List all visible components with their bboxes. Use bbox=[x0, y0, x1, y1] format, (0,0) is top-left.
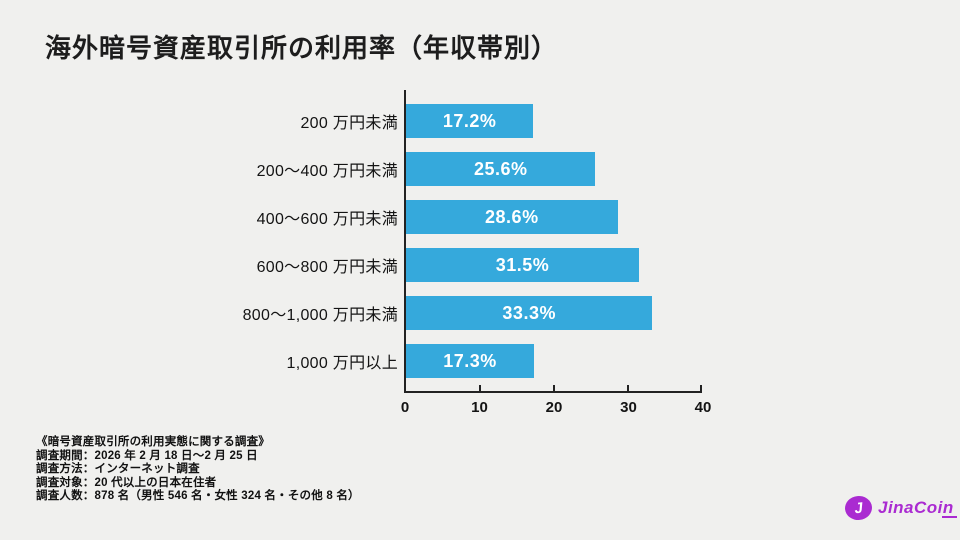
footnote-line: 調査方法：インターネット調査 bbox=[36, 463, 200, 476]
footnote-line: 調査対象：20 代以上の日本在住者 bbox=[36, 476, 217, 489]
x-tick-label: 10 bbox=[471, 399, 488, 416]
bar: 17.3% bbox=[406, 344, 535, 378]
category-label: 600～800 万円未満 bbox=[256, 259, 398, 276]
x-tick-label: 0 bbox=[400, 399, 410, 416]
category-label: 200 万円未満 bbox=[300, 115, 398, 132]
axis-tick bbox=[553, 385, 555, 391]
x-tick-label: 20 bbox=[545, 399, 563, 416]
bar: 33.3% bbox=[406, 296, 653, 330]
jinacoin-logo: J JinaCoin bbox=[843, 493, 957, 523]
bar-value-label: 17.3% bbox=[443, 350, 497, 371]
bar-value-label: 25.6% bbox=[473, 158, 528, 179]
plot-area: 17.2% 25.6% 28.6% 31.5% 33.3% bbox=[404, 90, 702, 393]
jinacoin-logo-text: JinaCoin bbox=[878, 498, 957, 518]
category-label: 200～400 万円未満 bbox=[256, 163, 398, 180]
bar-chart: 200 万円未満 200～400 万円未満 400～600 万円未満 600～8… bbox=[0, 90, 720, 393]
x-tick-label: 30 bbox=[620, 399, 637, 416]
axis-tick bbox=[627, 385, 629, 391]
page-title: 海外暗号資産取引所の利用率（年収帯別） bbox=[45, 33, 559, 63]
bar-value-label: 28.6% bbox=[485, 206, 539, 227]
axis-tick bbox=[479, 385, 481, 391]
footnote-line: 調査期間：2026 年 2 月 18 日～2 月 25 日 bbox=[36, 449, 258, 462]
bar: 31.5% bbox=[406, 248, 640, 282]
category-label: 400～600 万円未満 bbox=[256, 211, 398, 228]
bar-row: 17.2% bbox=[406, 97, 702, 145]
bar-row: 25.6% bbox=[406, 145, 702, 193]
bar: 28.6% bbox=[406, 200, 618, 234]
bar-row: 17.3% bbox=[406, 337, 702, 385]
bar-row: 31.5% bbox=[406, 241, 702, 289]
footnote-line: 調査人数：878 名（男性 546 名・女性 324 名・その他 8 名） bbox=[36, 490, 360, 503]
bar-value-label: 31.5% bbox=[495, 254, 550, 275]
x-axis-tick-labels: 0 10 20 30 40 bbox=[401, 399, 712, 417]
footnote-heading: 《暗号資産取引所の利用実態に関する調査》 bbox=[36, 436, 270, 448]
category-label: 1,000 万円以上 bbox=[286, 355, 398, 372]
bar-row: 33.3% bbox=[406, 289, 702, 337]
category-axis: 200 万円未満 200～400 万円未満 400～600 万円未満 600～8… bbox=[0, 90, 398, 393]
bar-value-label: 33.3% bbox=[502, 302, 556, 323]
survey-footnote: 《暗号資産取引所の利用実態に関する調査》 調査期間：2026 年 2 月 18 … bbox=[36, 436, 360, 504]
jinacoin-logo-icon: J bbox=[843, 494, 874, 522]
bar: 17.2% bbox=[406, 104, 534, 138]
axis-tick bbox=[700, 385, 702, 391]
bar-value-label: 17.2% bbox=[442, 110, 497, 131]
logo-icon-letter: J bbox=[853, 499, 864, 517]
category-label: 800～1,000 万円未満 bbox=[242, 307, 398, 324]
bar: 25.6% bbox=[406, 152, 596, 186]
bar-row: 28.6% bbox=[406, 193, 702, 241]
x-tick-label: 40 bbox=[694, 399, 712, 416]
